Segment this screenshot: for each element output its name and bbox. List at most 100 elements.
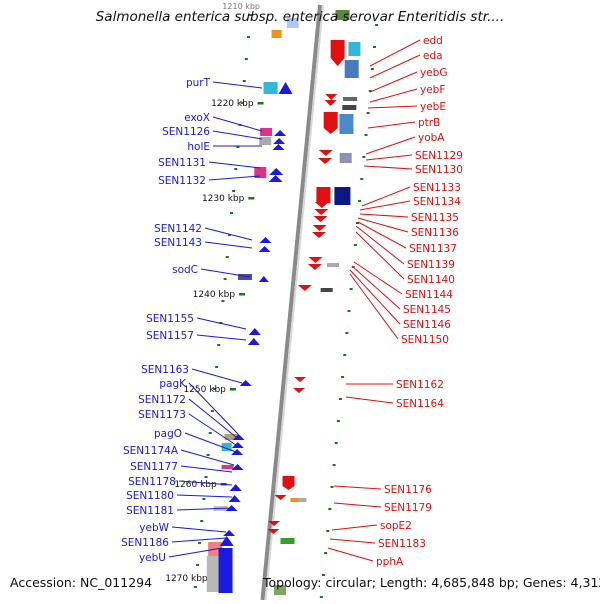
right-leader-line [355, 225, 405, 265]
gene-arrow-reverse [293, 388, 306, 393]
right-leader-line [349, 269, 401, 325]
scale-tick-mark [239, 293, 246, 296]
left-leader-line [176, 507, 233, 511]
left-gene-label: SEN1163 [141, 364, 189, 376]
lane-dash-outer-right [328, 508, 332, 510]
left-gene-label: SEN1126 [162, 126, 210, 138]
lane-dash-outer-left [210, 410, 214, 412]
gene-arrow-forward [274, 130, 287, 136]
lane-dash-outer-right [370, 68, 374, 70]
left-gene-label: pagO [154, 428, 182, 440]
right-leader-line [363, 165, 413, 170]
lane-dash-outer-right [356, 222, 360, 224]
lane-dash-outer-right [368, 90, 372, 92]
right-leader-line [333, 485, 382, 490]
left-leader-line [196, 334, 247, 341]
left-leader-line [208, 161, 261, 169]
left-leader-line [178, 480, 233, 486]
gene-arrow-reverse [312, 225, 327, 231]
lane-dash-outer-right [360, 178, 364, 180]
left-gene-label: SEN1131 [158, 157, 206, 169]
gene-arrow-forward [269, 168, 284, 175]
gene-block-green [280, 538, 295, 544]
lane-dash-outer-left [221, 300, 225, 302]
left-gene-label: purT [186, 77, 211, 89]
gene-block-cyan [263, 82, 278, 94]
right-leader-line [349, 273, 399, 340]
gene-arrow-reverse [274, 495, 287, 500]
scale-tick-mark [248, 197, 255, 200]
gene-block-grey [206, 556, 221, 592]
gene-arrow-reverse [294, 377, 307, 382]
gene-arrow-reverse [324, 100, 337, 106]
lane-dash-outer-right [347, 310, 351, 312]
right-gene-label: SEN1146 [403, 319, 451, 331]
left-leader-line [180, 465, 233, 473]
gene-arrow-forward [229, 484, 242, 491]
left-leader-line [171, 537, 227, 543]
lane-dash-outer-left [247, 36, 251, 38]
gene-arrow-forward [272, 144, 285, 150]
left-leader-line [191, 368, 243, 384]
right-leader-line [369, 88, 418, 103]
right-gene-label: SEN1140 [407, 274, 455, 286]
left-gene-label: holE [187, 141, 210, 153]
left-gene-label: SEN1142 [154, 223, 202, 235]
lane-dash-outer-left [232, 190, 236, 192]
gene-block-orange [271, 30, 282, 38]
gene-block-olive [273, 585, 286, 595]
gene-arrow-reverse [268, 521, 281, 526]
gene-block-pink [221, 465, 234, 469]
gene-block-blue [218, 548, 233, 593]
gene-arrow-forward [231, 464, 244, 470]
scale-tick-mark [229, 388, 236, 391]
right-gene-label: edd [423, 35, 443, 47]
right-gene-label: SEN1130 [415, 164, 463, 176]
gene-arrow-reverse [323, 128, 338, 134]
left-gene-label: SEN1172 [138, 394, 186, 406]
left-gene-label: sodC [172, 264, 198, 276]
right-gene-label: pphA [376, 556, 404, 568]
left-gene-label: SEN1181 [126, 505, 174, 517]
gene-arrow-forward [268, 175, 283, 182]
lane-dash-outer-left [215, 366, 219, 368]
left-leader-line [188, 398, 237, 438]
right-leader-line [327, 547, 374, 562]
left-leader-line [188, 413, 237, 446]
right-gene-label: SEN1139 [407, 259, 455, 271]
right-gene-label: SEN1134 [413, 196, 461, 208]
right-gene-label: yebE [420, 101, 446, 113]
right-gene-label: eda [423, 50, 443, 62]
right-leader-line [369, 71, 418, 93]
gene-block-blue-grey [339, 114, 354, 134]
left-gene-label: SEN1177 [130, 461, 178, 473]
gene-arrow-forward [232, 434, 245, 440]
lane-dash-outer-right [336, 420, 340, 422]
lane-dash-outer-left [230, 212, 234, 214]
lane-dash-outer-left [202, 498, 206, 500]
lane-dash-outer-right [324, 552, 328, 554]
gene-block-dark [342, 105, 357, 110]
map-title: Salmonella enterica subsp. enterica sero… [95, 9, 505, 25]
scale-tick-label: 1240 kbp [193, 290, 236, 300]
right-leader-line [353, 261, 403, 295]
scale-tick-mark [257, 102, 264, 105]
lane-dash-outer-left [227, 234, 231, 236]
right-gene-label: yebG [420, 67, 447, 79]
lane-dash-outer-left [193, 586, 197, 588]
right-leader-line [333, 502, 382, 508]
scale-tick-label: 1260 kbp [174, 480, 217, 490]
right-leader-line [357, 217, 409, 233]
right-leader-line [351, 265, 401, 310]
right-gene-label: SEN1179 [384, 502, 432, 514]
lane-dash-outer-left [223, 278, 227, 280]
right-leader-line [369, 54, 421, 79]
lane-dash-outer-right [345, 332, 349, 334]
right-gene-label: SEN1144 [405, 289, 453, 301]
left-gene-label: SEN1173 [138, 409, 186, 421]
left-leader-line [184, 432, 237, 453]
lane-dash-outer-right [362, 156, 366, 158]
gene-arrow-reverse [297, 285, 312, 291]
gene-arrow-reverse [314, 209, 329, 215]
left-leader-line [212, 116, 263, 132]
